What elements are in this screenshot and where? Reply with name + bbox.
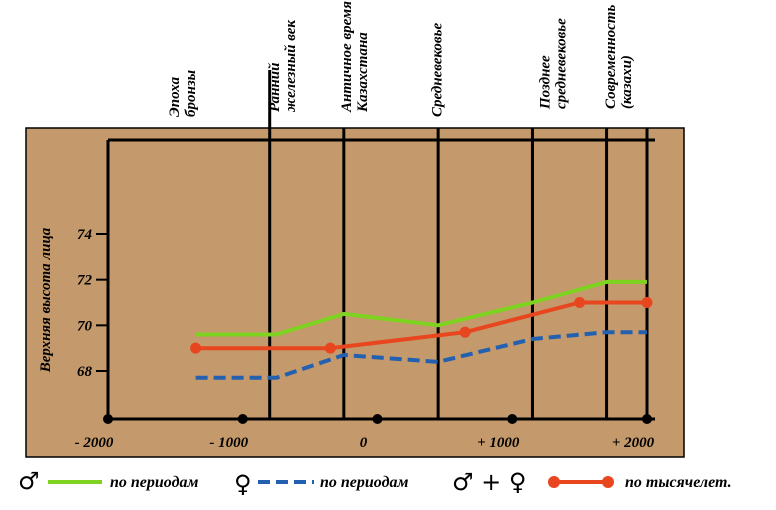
legend-label-female: по периодам <box>320 474 409 491</box>
x-tick-dot <box>103 414 113 424</box>
y-tick-label: 68 <box>77 364 93 380</box>
period-label: Позднее <box>538 55 554 110</box>
x-tick-label: 0 <box>360 435 368 451</box>
period-label: средневековье <box>554 18 570 109</box>
series-layer <box>190 279 653 380</box>
female-symbol: ♀ <box>234 470 252 498</box>
combined-symbol: ♂ + ♀ <box>452 468 526 496</box>
series-3-point <box>324 342 336 354</box>
x-tick-dot <box>507 414 518 424</box>
y-axis-ticks: 68 70 72 74 <box>77 227 108 380</box>
y-tick-label: 70 <box>77 318 93 334</box>
period-label: Античное время <box>339 1 355 113</box>
x-tick-dot <box>642 414 652 424</box>
x-tick-label: + 1000 <box>477 435 520 451</box>
period-label: Казахстана <box>355 32 371 113</box>
x-tick-label: - 1000 <box>209 435 248 451</box>
male-symbol: ♂ <box>18 467 40 495</box>
series-3-point <box>574 297 586 308</box>
x-tick-label: - 2000 <box>75 435 114 451</box>
x-axis-ticks: - 2000 - 1000 0 + 1000 + 2000 <box>75 414 655 451</box>
period-label: Эпоха <box>167 76 183 117</box>
period-labels: Эпоха бронзы Ранний железный век Античное вр… <box>167 1 635 117</box>
x-tick-dot <box>372 414 383 424</box>
period-label: Современность <box>603 4 619 109</box>
series-3-point <box>641 297 653 308</box>
y-axis-title: Верхняя высота лица <box>38 227 54 373</box>
period-label: Ранний <box>267 63 283 112</box>
legend: ♂ по периодам ♀ по периодам ♂ + ♀ по тысячеле… <box>18 467 732 498</box>
series-3-point <box>459 326 471 338</box>
period-label: бронзы <box>183 70 199 117</box>
legend-marker-combined <box>602 476 614 488</box>
period-label: Средневековье <box>429 23 445 117</box>
y-tick-label: 72 <box>77 273 93 289</box>
series-3-point <box>190 342 202 354</box>
legend-label-male: по периодам <box>110 474 199 491</box>
plot-background <box>25 127 685 458</box>
period-dividers <box>268 70 649 419</box>
series-line-1 <box>195 279 647 337</box>
y-tick-label: 74 <box>77 227 93 243</box>
legend-marker-combined <box>548 476 560 488</box>
period-label: железный век <box>283 20 299 112</box>
series-line-2 <box>195 330 647 380</box>
x-tick-dot <box>237 414 248 424</box>
period-label: (казахи) <box>619 55 635 109</box>
x-tick-label: + 2000 <box>612 435 655 451</box>
legend-label-combined: по тысячелет. <box>625 474 732 491</box>
